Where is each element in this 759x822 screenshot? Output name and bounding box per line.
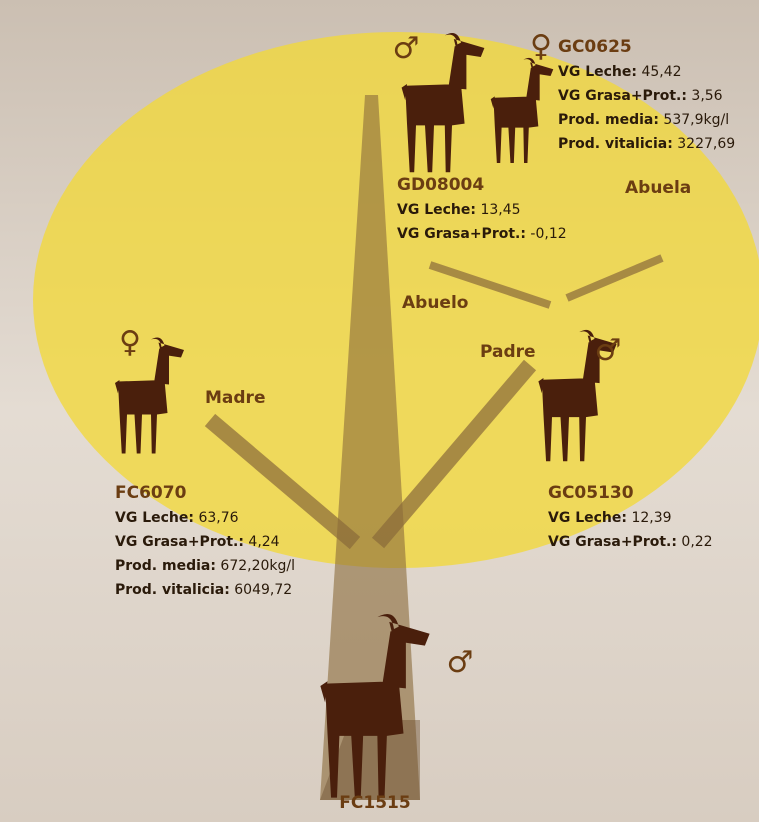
stat-value: 4,24	[248, 534, 279, 550]
stat-line: VG Grasa+Prot.: 4,24	[115, 534, 280, 550]
stat-line: Prod. media: 537,9kg/l	[558, 112, 729, 128]
stat-line: Prod. vitalicia: 3227,69	[558, 136, 735, 152]
stat-label: Prod. media:	[115, 558, 216, 574]
stat-value: 3,56	[691, 88, 722, 104]
gender-symbol: ♂	[595, 333, 622, 368]
stat-value: -0,12	[530, 226, 566, 242]
node-id: GC05130	[548, 483, 634, 503]
stat-value: 63,76	[198, 510, 238, 526]
stat-value: 13,45	[480, 202, 520, 218]
stat-line: VG Grasa+Prot.: 3,56	[558, 88, 723, 104]
stat-value: 3227,69	[677, 136, 735, 152]
stat-value: 12,39	[631, 510, 671, 526]
node-id: FC1515	[339, 793, 410, 813]
stat-line: VG Leche: 12,39	[548, 510, 672, 526]
stat-line: Prod. vitalicia: 6049,72	[115, 582, 292, 598]
stat-label: VG Leche:	[115, 510, 194, 526]
relation-label: Abuelo	[402, 293, 468, 313]
node-id: FC6070	[115, 483, 187, 503]
stat-value: 6049,72	[234, 582, 292, 598]
relation-label: Padre	[480, 342, 536, 362]
genealogy-diagram: FC1515 ♂ FC6070 ♀ VG Leche: 63,76 VG Grasa+Pr…	[0, 0, 759, 822]
stat-label: VG Grasa+Prot.:	[115, 534, 244, 550]
gender-symbol: ♀	[530, 29, 552, 64]
stat-label: VG Grasa+Prot.:	[548, 534, 677, 550]
gender-symbol: ♂	[393, 31, 420, 66]
stat-label: Prod. vitalicia:	[115, 582, 230, 598]
stat-value: 45,42	[641, 64, 681, 80]
node-id: GD08004	[397, 175, 484, 195]
relation-label: Madre	[205, 388, 265, 408]
stat-line: VG Leche: 13,45	[397, 202, 521, 218]
gender-symbol: ♂	[447, 645, 474, 680]
stat-label: Prod. media:	[558, 112, 659, 128]
relation-label: Abuela	[625, 178, 691, 198]
stat-label: Prod. vitalicia:	[558, 136, 673, 152]
stat-line: VG Grasa+Prot.: 0,22	[548, 534, 713, 550]
stat-value: 672,20kg/l	[220, 558, 295, 574]
stat-label: VG Leche:	[558, 64, 637, 80]
node-id: GC0625	[558, 37, 632, 57]
stat-line: VG Leche: 45,42	[558, 64, 682, 80]
stat-line: Prod. media: 672,20kg/l	[115, 558, 295, 574]
stat-line: VG Leche: 63,76	[115, 510, 239, 526]
stat-label: VG Grasa+Prot.:	[397, 226, 526, 242]
gender-symbol: ♀	[119, 325, 141, 360]
stat-label: VG Grasa+Prot.:	[558, 88, 687, 104]
stat-value: 537,9kg/l	[663, 112, 729, 128]
stat-label: VG Leche:	[548, 510, 627, 526]
stat-label: VG Leche:	[397, 202, 476, 218]
stat-line: VG Grasa+Prot.: -0,12	[397, 226, 567, 242]
stat-value: 0,22	[681, 534, 712, 550]
